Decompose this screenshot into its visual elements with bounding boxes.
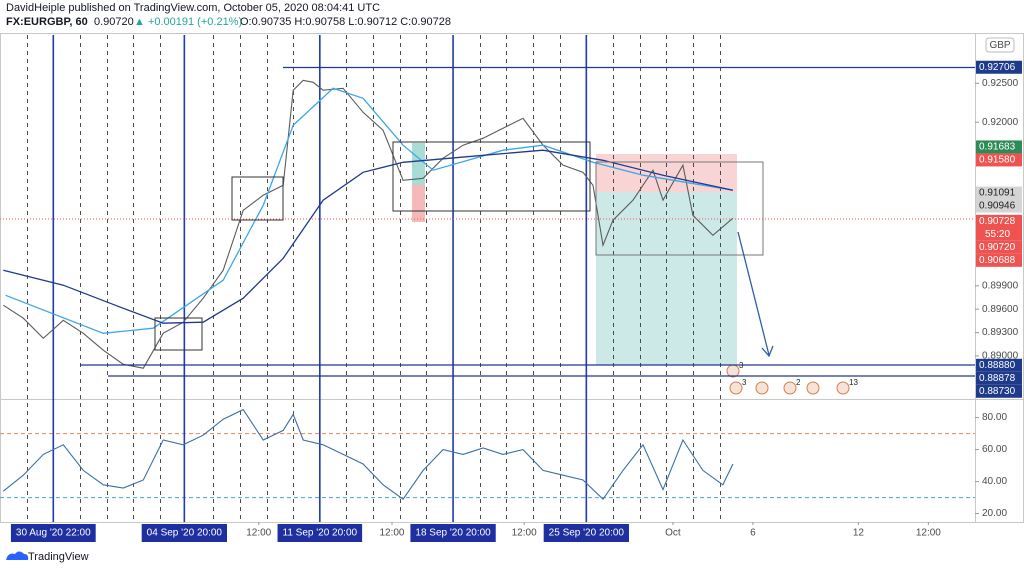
event-icon — [755, 381, 769, 395]
y-tick-label: 40.00 — [982, 476, 1007, 487]
x-tick-box — [543, 524, 629, 542]
price-label-box — [976, 384, 1022, 398]
logo — [6, 551, 29, 560]
price-label-box — [976, 186, 1022, 200]
symbol: FX:EURGBP, 60 — [6, 16, 88, 28]
event-icon — [806, 381, 820, 395]
price-label: 0.88730 — [979, 386, 1016, 397]
drawings — [0, 66, 975, 377]
price-axis: 0.92500 0.92000 0.89900 0.89600 0.89300 0.890… — [10, 37, 1022, 542]
x-tick-label: 6 — [750, 528, 756, 539]
change: ▲ +0.00191 (+0.21%) — [134, 16, 242, 28]
event-icon — [783, 381, 797, 395]
last-price: 0.90720 — [94, 16, 134, 28]
y-tick-label: 0.89900 — [982, 280, 1019, 291]
ohlc: O:0.90735 H:0.90758 L:0.90712 C:0.90728 — [240, 16, 451, 28]
x-tick-label: 12:00 — [246, 528, 271, 539]
price-label-box — [976, 253, 1022, 267]
arrow — [737, 231, 774, 358]
box — [154, 317, 203, 351]
event-icon — [729, 381, 743, 395]
stop-zone — [412, 185, 425, 222]
price-label-box — [976, 153, 1022, 167]
target-zone — [412, 143, 425, 185]
y-tick-label: 0.92000 — [982, 117, 1019, 128]
price-label: 0.91091 — [979, 188, 1016, 199]
price-label-box — [976, 140, 1022, 154]
event-icon — [726, 364, 740, 378]
price-label: 0.90946 — [979, 201, 1016, 212]
price-label-box — [976, 60, 1022, 74]
publisher: DavidHeiple published on TradingView.com… — [6, 2, 380, 14]
x-tick-label: 12 — [853, 528, 865, 539]
y-tick-label: 0.89000 — [982, 351, 1019, 362]
box — [392, 141, 591, 212]
price-label: 0.92706 — [979, 62, 1016, 73]
price-label-box — [976, 358, 1022, 372]
x-tick-label: 30 Aug '20 22:00 — [16, 528, 91, 539]
y-tick-label: 20.00 — [982, 508, 1007, 519]
price-label: 0.91683 — [979, 142, 1016, 153]
x-tick-label: 12:00 — [512, 528, 537, 539]
y-tick-label: 0.89300 — [982, 327, 1019, 338]
x-tick-label: 12:00 — [379, 528, 404, 539]
x-tick-label: Oct — [665, 528, 681, 539]
price-label-box — [976, 214, 1022, 241]
indicator-line — [5, 87, 734, 334]
x-tick-box — [277, 524, 363, 542]
y-tick-label: 0.89600 — [982, 304, 1019, 315]
series-layer: 3 3 2 13 — [2, 79, 858, 501]
x-tick-label: 18 Sep '20 20:00 — [415, 528, 491, 539]
price-label-box — [976, 371, 1022, 385]
event-count: 13 — [849, 378, 858, 387]
position-tool — [412, 143, 737, 365]
grid — [0, 35, 975, 522]
event-count: 3 — [739, 361, 744, 370]
price-label: 0.88878 — [979, 373, 1016, 384]
box — [595, 161, 764, 256]
y-tick-label: 0.92500 — [982, 78, 1019, 89]
price-label-box — [976, 240, 1022, 254]
currency-badge — [985, 37, 1015, 53]
x-tick-box — [410, 524, 496, 542]
x-tick-label: 25 Sep '20 20:00 — [549, 528, 625, 539]
price-line — [3, 79, 734, 369]
x-tick-label: 12:00 — [916, 528, 941, 539]
brand: TradingView — [28, 551, 89, 563]
price-label: 0.90720 — [979, 242, 1016, 253]
price-label-box — [976, 199, 1022, 213]
y-tick-label: 80.00 — [982, 412, 1007, 423]
price-label: 0.91580 — [979, 155, 1016, 166]
x-tick-box — [141, 524, 227, 542]
currency: GBP — [989, 40, 1010, 51]
price-label: 0.90728 — [979, 216, 1016, 227]
y-tick-label: 60.00 — [982, 444, 1007, 455]
countdown: 55:20 — [985, 229, 1010, 240]
indicator-line — [3, 149, 734, 324]
x-tick-box — [10, 524, 96, 542]
event-count: 3 — [742, 378, 747, 387]
price-label: 0.90688 — [979, 255, 1016, 266]
event-count: 2 — [796, 378, 801, 387]
box — [231, 176, 284, 221]
indicator-line — [2, 408, 734, 501]
x-tick-label: 04 Sep '20 20:00 — [147, 528, 223, 539]
x-tick-label: 11 Sep '20 20:00 — [283, 528, 358, 539]
price-label: 0.88880 — [979, 360, 1016, 371]
event-icon — [836, 381, 850, 395]
frame — [0, 33, 1024, 523]
